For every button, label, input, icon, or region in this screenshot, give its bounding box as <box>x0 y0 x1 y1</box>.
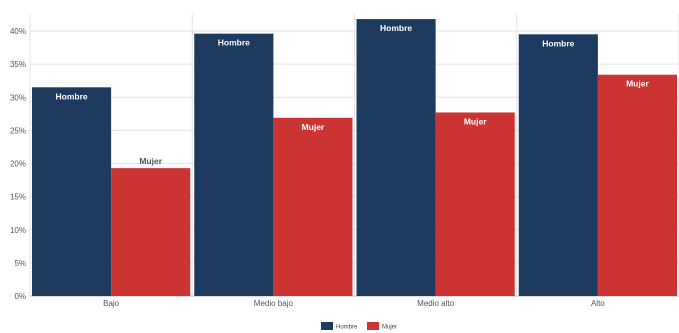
bars: Hombre Mujer Hombre Mujer Hombre Mujer Hombre M… <box>32 19 677 297</box>
data-label: Hombre <box>542 38 574 48</box>
data-label: Hombre <box>218 38 250 48</box>
data-label: Hombre <box>56 91 88 101</box>
data-label: Mujer <box>626 79 649 89</box>
y-tick-label: 35% <box>10 60 26 69</box>
bar-mujer <box>273 117 353 296</box>
data-label: Mujer <box>464 116 487 126</box>
bar-hombre <box>32 87 112 296</box>
y-tick-label: 40% <box>10 27 26 36</box>
y-tick-label: 25% <box>10 126 26 135</box>
x-tick-label: Bajo <box>103 299 120 308</box>
legend: Hombre Mujer <box>321 322 397 331</box>
x-tick-label: Medio alto <box>417 299 454 308</box>
bar-mujer <box>597 74 677 296</box>
legend-label: Hombre <box>336 325 358 331</box>
data-label: Mujer <box>139 156 162 166</box>
bar-mujer <box>111 168 191 296</box>
x-tick-label: Alto <box>591 299 605 308</box>
bar-mujer <box>435 112 515 296</box>
x-tick-label: Medio bajo <box>254 299 294 308</box>
y-tick-label: 0% <box>14 292 26 301</box>
data-label: Hombre <box>380 23 412 33</box>
legend-label: Mujer <box>382 325 397 331</box>
bar-hombre <box>518 34 598 296</box>
legend-swatch-hombre <box>321 322 333 330</box>
y-tick-label: 30% <box>10 93 26 102</box>
legend-swatch-mujer <box>367 322 379 330</box>
y-axis-ticks: 0% 5% 10% 15% 20% 25% 30% 35% 40% <box>10 27 26 301</box>
x-axis-ticks: Bajo Medio bajo Medio alto Alto <box>103 299 605 308</box>
bar-hombre <box>194 33 274 297</box>
data-label: Mujer <box>302 122 325 132</box>
y-tick-label: 5% <box>14 259 26 268</box>
y-tick-label: 20% <box>10 160 26 169</box>
y-tick-label: 10% <box>10 226 26 235</box>
y-tick-label: 15% <box>10 193 26 202</box>
bar-hombre <box>356 19 436 296</box>
